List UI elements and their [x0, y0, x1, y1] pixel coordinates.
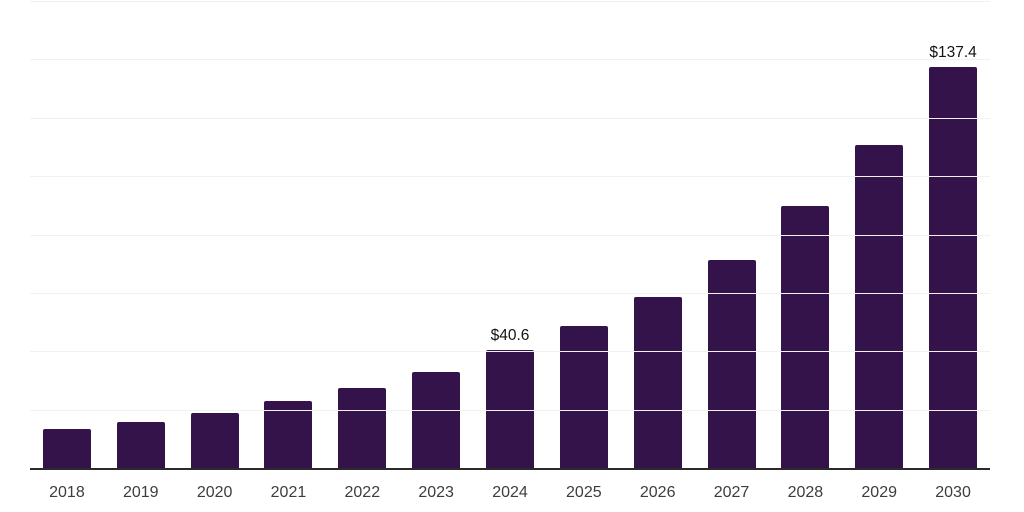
- bar-2024: [485, 349, 534, 468]
- bar-2029: [855, 144, 904, 468]
- bar-2020: [190, 412, 239, 468]
- bar-2027: [707, 260, 756, 468]
- bar-2026: [633, 296, 682, 468]
- x-tick-label-2020: 2020: [196, 484, 233, 501]
- x-tick-label-2026: 2026: [639, 484, 676, 501]
- bar-band: [399, 1, 473, 468]
- bar-2021: [264, 401, 313, 468]
- x-tick-label-2021: 2021: [270, 484, 307, 501]
- bar-band: [768, 1, 842, 468]
- gridline: [30, 409, 990, 411]
- bar-2025: [559, 325, 608, 468]
- bar-2030: [929, 66, 978, 468]
- bar-2028: [781, 205, 830, 468]
- x-tick-label-2025: 2025: [566, 484, 602, 501]
- plot-area: $40.6 $137.4: [30, 1, 990, 470]
- x-tick-label-2029: 2029: [861, 484, 897, 501]
- bar-2023: [412, 371, 461, 468]
- bar-series: $40.6 $137.4: [30, 1, 990, 468]
- gridline: [30, 1, 990, 2]
- bar-band: [695, 1, 769, 468]
- bar-band: [547, 1, 621, 468]
- gridline: [30, 176, 990, 178]
- bar-2018: [42, 428, 91, 468]
- x-tick-label-2028: 2028: [787, 484, 824, 501]
- x-tick-label-2023: 2023: [418, 484, 454, 501]
- x-tick-label-2030: 2030: [935, 484, 971, 501]
- bar-band: [104, 1, 178, 468]
- bar-2019: [116, 421, 165, 468]
- gridline: [30, 351, 990, 353]
- bar-band: $137.4: [916, 1, 990, 468]
- bar-band: [252, 1, 326, 468]
- bar-value-label-2024: $40.6: [490, 327, 530, 344]
- bar-band: [621, 1, 695, 468]
- x-tick-label-2018: 2018: [49, 484, 85, 501]
- x-tick-label-2022: 2022: [344, 484, 381, 501]
- gridline: [30, 234, 990, 236]
- bar-band: [325, 1, 399, 468]
- bar-band: [30, 1, 104, 468]
- gridline: [30, 292, 990, 294]
- bar-value-label-2030: $137.4: [929, 44, 977, 62]
- bar-band: [178, 1, 252, 468]
- x-tick-label-2024: 2024: [492, 484, 528, 501]
- x-axis-labels: 2018 2019 2020 2021 2022 2023 2024 2025 2026 2027…: [30, 484, 990, 502]
- bar-2022: [338, 387, 387, 468]
- x-tick-label-2019: 2019: [122, 484, 159, 501]
- gridline: [30, 59, 990, 61]
- bar-band: $40.6: [473, 1, 547, 468]
- gridline: [30, 117, 990, 119]
- bar-band: [842, 1, 916, 468]
- x-tick-label-2027: 2027: [713, 484, 750, 501]
